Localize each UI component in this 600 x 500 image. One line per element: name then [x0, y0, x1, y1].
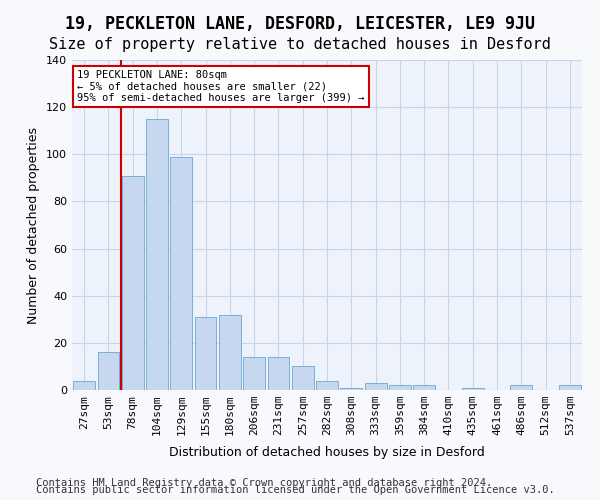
Bar — [146, 119, 168, 390]
Text: Contains public sector information licensed under the Open Government Licence v3: Contains public sector information licen… — [36, 485, 555, 495]
Bar — [170, 156, 192, 390]
Bar — [292, 366, 314, 390]
Bar — [365, 383, 386, 390]
Text: 19 PECKLETON LANE: 80sqm
← 5% of detached houses are smaller (22)
95% of semi-de: 19 PECKLETON LANE: 80sqm ← 5% of detache… — [77, 70, 365, 103]
Bar — [194, 317, 217, 390]
Text: Size of property relative to detached houses in Desford: Size of property relative to detached ho… — [49, 38, 551, 52]
Bar — [462, 388, 484, 390]
Bar — [268, 357, 289, 390]
Text: Contains HM Land Registry data © Crown copyright and database right 2024.: Contains HM Land Registry data © Crown c… — [36, 478, 492, 488]
Bar — [122, 176, 143, 390]
Bar — [73, 380, 95, 390]
X-axis label: Distribution of detached houses by size in Desford: Distribution of detached houses by size … — [169, 446, 485, 460]
Bar — [413, 386, 435, 390]
Text: 19, PECKLETON LANE, DESFORD, LEICESTER, LE9 9JU: 19, PECKLETON LANE, DESFORD, LEICESTER, … — [65, 15, 535, 33]
Y-axis label: Number of detached properties: Number of detached properties — [28, 126, 40, 324]
Bar — [316, 380, 338, 390]
Bar — [219, 314, 241, 390]
Bar — [511, 386, 532, 390]
Bar — [389, 386, 411, 390]
Bar — [559, 386, 581, 390]
Bar — [97, 352, 119, 390]
Bar — [340, 388, 362, 390]
Bar — [243, 357, 265, 390]
